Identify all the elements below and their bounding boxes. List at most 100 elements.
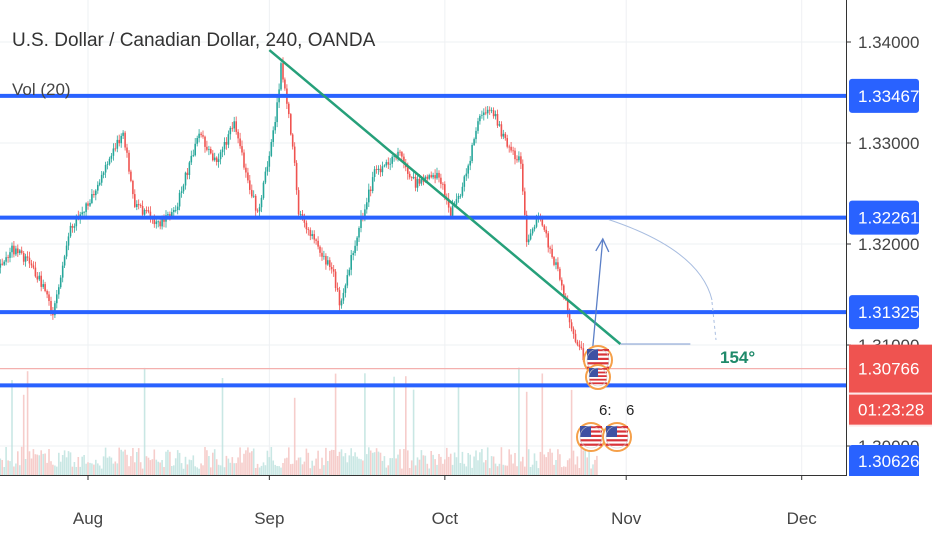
candle-body bbox=[323, 255, 325, 257]
volume-bar bbox=[383, 456, 386, 475]
volume-bar bbox=[186, 464, 189, 475]
volume-bar bbox=[266, 450, 269, 475]
candle-body bbox=[149, 211, 152, 218]
candle-body bbox=[106, 164, 109, 165]
candle-body bbox=[83, 212, 85, 213]
volume-bars bbox=[0, 367, 598, 475]
volume-bar bbox=[100, 468, 103, 475]
volume-bar bbox=[89, 462, 91, 475]
volume-bar bbox=[459, 463, 462, 475]
volume-bar bbox=[19, 465, 21, 475]
volume-bar bbox=[412, 389, 415, 475]
candle-body bbox=[75, 216, 78, 227]
volume-bar bbox=[539, 451, 542, 475]
volume-bar bbox=[213, 449, 216, 475]
candle-body bbox=[391, 156, 393, 164]
angle-arc-end bbox=[711, 301, 717, 341]
volume-bar bbox=[317, 450, 319, 475]
volume-bar bbox=[180, 463, 183, 475]
candle-body bbox=[340, 300, 343, 306]
volume-bar bbox=[182, 468, 185, 475]
candle-body bbox=[412, 176, 415, 179]
volume-bar bbox=[336, 456, 339, 475]
volume-bar bbox=[531, 464, 534, 475]
volume-bar bbox=[551, 452, 553, 475]
us-flag-icon[interactable] bbox=[585, 364, 611, 390]
volume-bar bbox=[85, 463, 87, 475]
candle-body bbox=[375, 169, 378, 170]
volume-bar bbox=[410, 460, 413, 475]
candle-body bbox=[524, 191, 526, 215]
candle-body bbox=[196, 138, 198, 144]
candle-body bbox=[249, 180, 251, 190]
volume-bar bbox=[260, 465, 263, 475]
trendline[interactable] bbox=[268, 49, 622, 345]
volume-bar bbox=[348, 455, 351, 475]
candle-body bbox=[531, 229, 534, 234]
candle-body bbox=[268, 155, 271, 167]
volume-bar bbox=[330, 449, 333, 475]
volume-bar bbox=[510, 454, 512, 475]
level-badge-text: 1.31325 bbox=[858, 303, 919, 322]
volume-bar bbox=[313, 465, 315, 475]
volume-bar bbox=[395, 458, 397, 475]
volume-bar bbox=[50, 461, 52, 475]
candle-body bbox=[87, 203, 89, 206]
volume-bar bbox=[233, 463, 235, 475]
candle-body bbox=[336, 288, 339, 291]
volume-bar bbox=[338, 451, 341, 475]
volume-bar bbox=[319, 468, 321, 475]
us-flag-icon[interactable] bbox=[602, 422, 632, 452]
flag-stripe bbox=[580, 439, 602, 442]
volume-bar bbox=[11, 380, 13, 475]
flag-stripe bbox=[580, 443, 602, 446]
candle-body bbox=[418, 178, 421, 184]
flag-canton bbox=[589, 368, 598, 377]
time-tick-label: Sep bbox=[254, 509, 284, 528]
volume-bar bbox=[518, 367, 520, 475]
level-badge-bg bbox=[849, 295, 919, 330]
flag-stripe bbox=[589, 378, 607, 381]
candle-body bbox=[506, 138, 508, 147]
volume-bar bbox=[110, 457, 113, 475]
chart-title: U.S. Dollar / Canadian Dollar, 240, OAND… bbox=[12, 30, 376, 51]
volume-bar bbox=[428, 468, 430, 475]
volume-bar bbox=[69, 452, 72, 475]
candle-body bbox=[11, 245, 13, 253]
candle-body bbox=[407, 167, 409, 174]
candle-body bbox=[520, 156, 522, 164]
candle-body bbox=[128, 152, 130, 172]
candle-body bbox=[457, 196, 460, 199]
candle-body bbox=[543, 225, 546, 230]
volume-bar bbox=[54, 465, 56, 475]
candle-body bbox=[210, 149, 212, 154]
candle-body bbox=[30, 263, 33, 266]
volume-bar bbox=[477, 460, 479, 475]
volume-bar bbox=[463, 463, 466, 475]
volume-bar bbox=[350, 448, 352, 475]
volume-bar bbox=[453, 452, 456, 475]
us-flag-icon[interactable] bbox=[576, 422, 606, 452]
candle-body bbox=[327, 260, 329, 265]
candle-body bbox=[295, 162, 298, 191]
volume-bar bbox=[506, 465, 508, 475]
volume-bar bbox=[188, 459, 191, 475]
volume-bar bbox=[543, 454, 546, 475]
volume-indicator-label[interactable]: Vol (20) bbox=[12, 80, 71, 99]
volume-bar bbox=[485, 460, 487, 475]
candle-body bbox=[7, 257, 9, 258]
candle-body bbox=[364, 209, 366, 217]
volume-bar bbox=[1, 460, 3, 475]
price-tick-label: 1.33000 bbox=[858, 134, 919, 153]
candle-body bbox=[447, 198, 450, 208]
volume-bar bbox=[356, 456, 358, 475]
volume-bar bbox=[169, 451, 171, 475]
volume-bar bbox=[549, 448, 551, 475]
projection-arrow-line[interactable] bbox=[590, 238, 604, 366]
candle-body bbox=[332, 269, 335, 272]
volume-bar bbox=[102, 456, 105, 475]
volume-bar bbox=[483, 462, 485, 475]
candle-body bbox=[504, 133, 507, 139]
